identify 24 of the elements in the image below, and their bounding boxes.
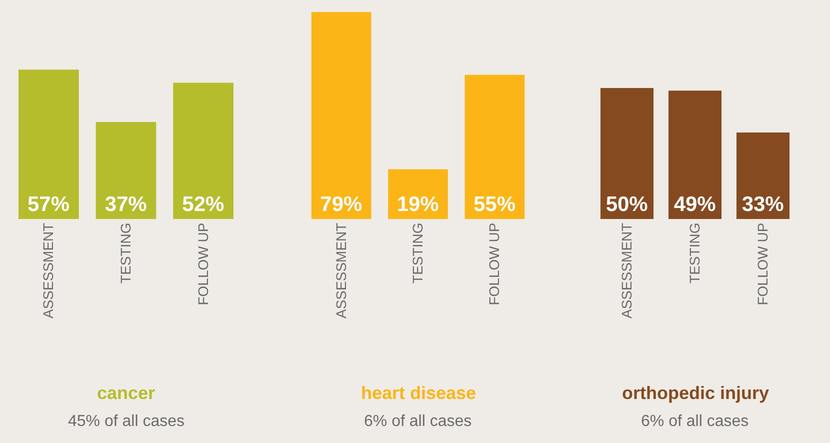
data-label: 57% bbox=[27, 193, 70, 216]
data-label: 55% bbox=[473, 193, 516, 216]
x-tick-label: TESTING bbox=[686, 222, 703, 284]
x-tick-label: TESTING bbox=[410, 222, 426, 284]
data-label: 50% bbox=[606, 193, 648, 216]
data-label: 37% bbox=[104, 193, 148, 216]
x-tick-label: TESTING bbox=[118, 222, 134, 284]
text: 45% of all cases bbox=[68, 413, 185, 430]
text: 6% of all cases bbox=[641, 413, 749, 430]
x-tick-label: ASSESSMENT bbox=[332, 222, 349, 319]
text: heart disease bbox=[361, 383, 476, 403]
x-tick-label: FOLLOW UP bbox=[754, 222, 771, 306]
data-label: 33% bbox=[742, 193, 784, 216]
x-tick-label: ASSESSMENT bbox=[40, 222, 56, 319]
text: 6% of all cases bbox=[364, 413, 472, 430]
text: orthopedic injury bbox=[622, 383, 770, 403]
data-label: 52% bbox=[182, 193, 225, 216]
data-label: 19% bbox=[396, 193, 440, 216]
x-tick-label: ASSESSMENT bbox=[618, 222, 635, 319]
data-label: 49% bbox=[674, 193, 716, 216]
x-tick-label: FOLLOW UP bbox=[194, 222, 211, 306]
data-label: 79% bbox=[320, 193, 363, 216]
x-tick-label: FOLLOW UP bbox=[486, 222, 502, 306]
text: cancer bbox=[97, 383, 156, 403]
